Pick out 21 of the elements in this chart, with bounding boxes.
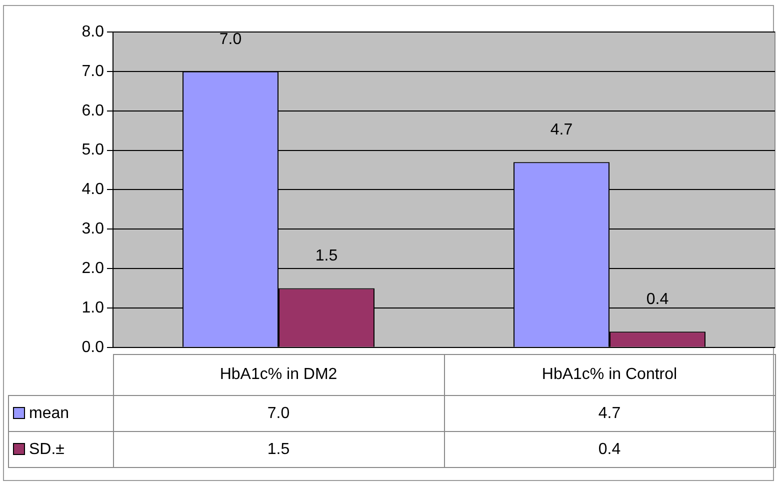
y-tick-label: 4.0	[82, 181, 104, 198]
text: 7.0	[219, 30, 242, 48]
x-tick-label: HbA1c% in Control	[444, 354, 775, 396]
y-tick-label: 3.0	[82, 220, 104, 238]
y-tick-label: 0.0	[82, 338, 104, 356]
y-tick-label: 1.0	[82, 299, 104, 316]
text: 1.5	[315, 248, 338, 265]
y-tick-label: 2.0	[82, 260, 104, 277]
data-label: 0.4	[444, 432, 775, 468]
data-label: 4.7	[444, 396, 775, 432]
data-label: 1.5	[113, 432, 444, 468]
text: 4.7	[550, 122, 573, 139]
data-label: 7.0	[113, 396, 444, 432]
legend-label: SD.±	[8, 432, 113, 468]
y-tick-label: 7.0	[82, 62, 104, 80]
y-tick-label: 8.0	[82, 23, 104, 40]
y-tick-label: 5.0	[82, 142, 104, 159]
text: 0.4	[646, 291, 669, 308]
legend-label: mean	[8, 396, 113, 432]
y-tick-label: 6.0	[82, 102, 104, 120]
x-tick-label: HbA1c% in DM2	[113, 354, 444, 396]
